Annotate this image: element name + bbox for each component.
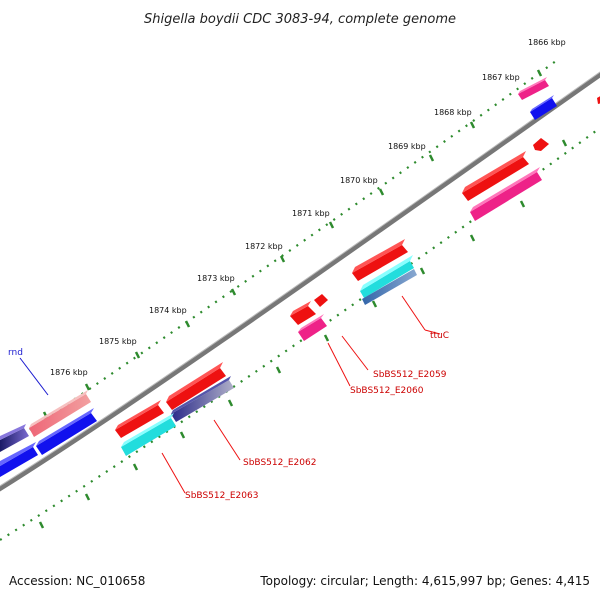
gene-feature[interactable] (290, 294, 328, 325)
gene-feature[interactable] (115, 400, 164, 438)
gene-feature[interactable] (171, 376, 234, 422)
gene-feature[interactable] (360, 255, 414, 298)
gene-label-rnd: rnd (8, 348, 23, 358)
map-title: Shigella boydii CDC 3083-94, complete ge… (144, 12, 456, 27)
gene-label-SbBS512_E2059: SbBS512_E2059 (373, 370, 447, 380)
gene-feature[interactable] (29, 390, 91, 437)
inner-major-ticks (38, 139, 568, 529)
tick-label-1871: 1871 kbp (292, 209, 330, 218)
tick-label-1875: 1875 kbp (99, 337, 137, 346)
gene-feature[interactable] (533, 138, 549, 151)
gene-feature[interactable] (36, 408, 97, 455)
gene-label-SbBS512_E2063: SbBS512_E2063 (185, 491, 258, 501)
tick-label-1868: 1868 kbp (434, 108, 472, 117)
genome-summary-text: Topology: circular; Length: 4,615,997 bp… (260, 574, 590, 588)
gene-label-SbBS512_E2062: SbBS512_E2062 (243, 458, 316, 468)
rnd-leader-line (19, 357, 49, 396)
gene-feature[interactable] (352, 239, 408, 281)
gene-feature[interactable] (362, 269, 417, 305)
gene-feature[interactable] (470, 167, 542, 221)
tick-label-1869: 1869 kbp (388, 142, 426, 151)
label-leader-lines (161, 295, 441, 494)
tick-label-1876: 1876 kbp (50, 368, 88, 377)
accession-text: Accession: NC_010658 (9, 574, 146, 588)
tick-label-1872: 1872 kbp (245, 242, 283, 251)
gene-feature[interactable] (518, 77, 549, 100)
tick-label-1873: 1873 kbp (197, 274, 235, 283)
outer-major-ticks (42, 69, 543, 419)
gene-feature[interactable] (0, 442, 38, 477)
gene-feature[interactable] (121, 413, 176, 456)
gene-feature[interactable] (298, 314, 327, 341)
gene-label-ttuC: ttuC (430, 331, 449, 341)
tick-label-1866: 1866 kbp (528, 38, 566, 47)
genome-backbone (0, 72, 600, 492)
gene-label-SbBS512_E2060: SbBS512_E2060 (350, 386, 424, 396)
gene-feature[interactable] (597, 95, 600, 104)
outer-tick-scale (0, 57, 561, 451)
gene-feature[interactable] (530, 95, 557, 120)
gene-feature[interactable] (0, 424, 29, 452)
tick-label-1870: 1870 kbp (340, 176, 378, 185)
tick-label-1874: 1874 kbp (149, 306, 187, 315)
gene-feature[interactable] (166, 362, 226, 410)
gene-feature[interactable] (462, 151, 529, 201)
genome-backbone-highlight (0, 71, 600, 487)
tick-label-1867: 1867 kbp (482, 73, 520, 82)
